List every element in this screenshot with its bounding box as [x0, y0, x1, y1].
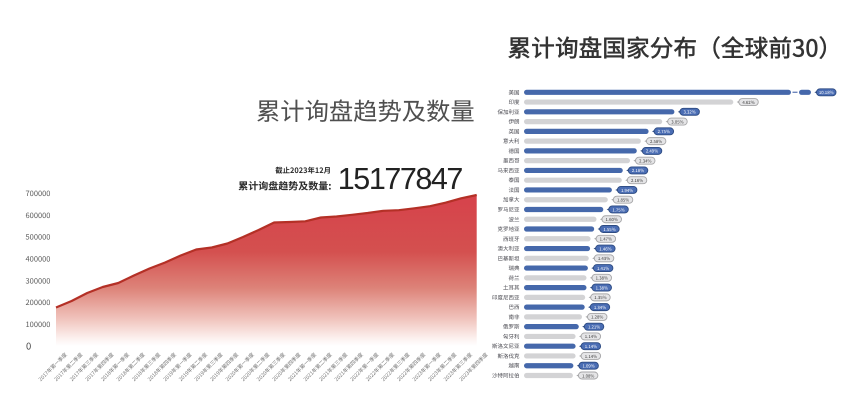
svg-text:1.21%: 1.21%	[588, 324, 600, 330]
svg-text:克罗地亚: 克罗地亚	[497, 225, 520, 233]
svg-text:累计询盘国家分布（全球前30）: 累计询盘国家分布（全球前30）	[508, 29, 843, 63]
svg-text:1.14%: 1.14%	[585, 334, 597, 340]
svg-text:澳大利亚: 澳大利亚	[497, 245, 520, 253]
svg-text:300000: 300000	[26, 275, 51, 286]
svg-text:1.14%: 1.14%	[585, 354, 597, 360]
svg-text:400000: 400000	[26, 254, 51, 265]
svg-text:罗马尼亚: 罗马尼亚	[497, 205, 520, 213]
svg-text:1.08%: 1.08%	[582, 373, 594, 379]
svg-text:墨西哥: 墨西哥	[503, 157, 520, 165]
svg-text:3.05%: 3.05%	[671, 119, 683, 125]
svg-text:法国: 法国	[508, 186, 520, 194]
svg-text:西班牙: 西班牙	[503, 235, 520, 243]
svg-text:斯洛伐克: 斯洛伐克	[497, 352, 520, 360]
svg-text:泰国: 泰国	[508, 176, 520, 184]
svg-text:1.60%: 1.60%	[606, 217, 618, 223]
svg-text:印度: 印度	[508, 98, 520, 106]
svg-text:2.49%: 2.49%	[646, 149, 658, 155]
svg-text:4.62%: 4.62%	[742, 100, 754, 106]
svg-text:1.35%: 1.35%	[594, 295, 606, 301]
svg-text:1.14%: 1.14%	[585, 344, 597, 350]
svg-text:1.38%: 1.38%	[596, 276, 608, 282]
svg-text:马来西亚: 马来西亚	[497, 166, 520, 174]
svg-text:2.18%: 2.18%	[632, 168, 644, 174]
svg-text:累计询盘趋势及数量: 累计询盘趋势及数量	[256, 92, 475, 127]
svg-text:加拿大: 加拿大	[503, 196, 520, 204]
svg-text:1.28%: 1.28%	[591, 315, 603, 321]
svg-text:德国: 德国	[508, 147, 520, 155]
svg-text:土耳其: 土耳其	[503, 284, 520, 292]
svg-text:沙特阿拉伯: 沙特阿拉伯	[492, 371, 520, 379]
svg-text:1.55%: 1.55%	[603, 227, 615, 233]
svg-text:伊朗: 伊朗	[508, 118, 520, 126]
svg-text:瑞典: 瑞典	[508, 264, 520, 272]
svg-text:斯洛文尼亚: 斯洛文尼亚	[492, 342, 520, 350]
svg-text:1.94%: 1.94%	[621, 188, 633, 194]
svg-text:截止2023年12月: 截止2023年12月	[275, 165, 331, 176]
svg-text:巴西: 巴西	[508, 303, 520, 311]
svg-text:10.18%: 10.18%	[819, 90, 834, 96]
svg-text:1.41%: 1.41%	[597, 266, 609, 272]
svg-text:英国: 英国	[508, 127, 520, 135]
svg-text:匈牙利: 匈牙利	[503, 332, 520, 340]
svg-text:1.43%: 1.43%	[598, 256, 610, 262]
svg-text:2.75%: 2.75%	[658, 129, 670, 135]
svg-text:保加利亚: 保加利亚	[497, 108, 520, 116]
svg-text:1.09%: 1.09%	[582, 364, 594, 370]
svg-text:0: 0	[26, 339, 31, 353]
svg-text:1.75%: 1.75%	[612, 207, 624, 213]
svg-text:1.47%: 1.47%	[600, 237, 612, 243]
svg-text:俄罗斯: 俄罗斯	[503, 323, 520, 331]
svg-text:荷兰: 荷兰	[508, 274, 520, 282]
svg-text:波兰: 波兰	[508, 215, 520, 223]
svg-text:意大利: 意大利	[503, 137, 520, 145]
svg-text:100000: 100000	[26, 319, 51, 330]
svg-text:累计询盘趋势及数量:: 累计询盘趋势及数量:	[238, 178, 331, 193]
svg-text:2.58%: 2.58%	[650, 139, 662, 145]
svg-text:700000: 700000	[26, 188, 51, 199]
svg-text:600000: 600000	[26, 210, 51, 221]
svg-text:美国: 美国	[508, 88, 520, 96]
svg-text:巴基斯坦: 巴基斯坦	[497, 254, 520, 262]
svg-text:15177847: 15177847	[338, 162, 463, 196]
svg-text:印度尼西亚: 印度尼西亚	[492, 293, 520, 301]
svg-text:3.32%: 3.32%	[683, 110, 695, 116]
svg-text:越南: 越南	[508, 362, 520, 370]
svg-text:南非: 南非	[508, 313, 520, 321]
svg-text:1.46%: 1.46%	[599, 246, 611, 252]
svg-text:1.85%: 1.85%	[617, 198, 629, 204]
svg-text:1.34%: 1.34%	[594, 305, 606, 311]
svg-text:2.34%: 2.34%	[639, 158, 651, 164]
svg-text:2.16%: 2.16%	[631, 178, 643, 184]
svg-text:1.38%: 1.38%	[596, 285, 608, 291]
svg-text:500000: 500000	[26, 232, 51, 243]
svg-text:200000: 200000	[26, 297, 51, 308]
